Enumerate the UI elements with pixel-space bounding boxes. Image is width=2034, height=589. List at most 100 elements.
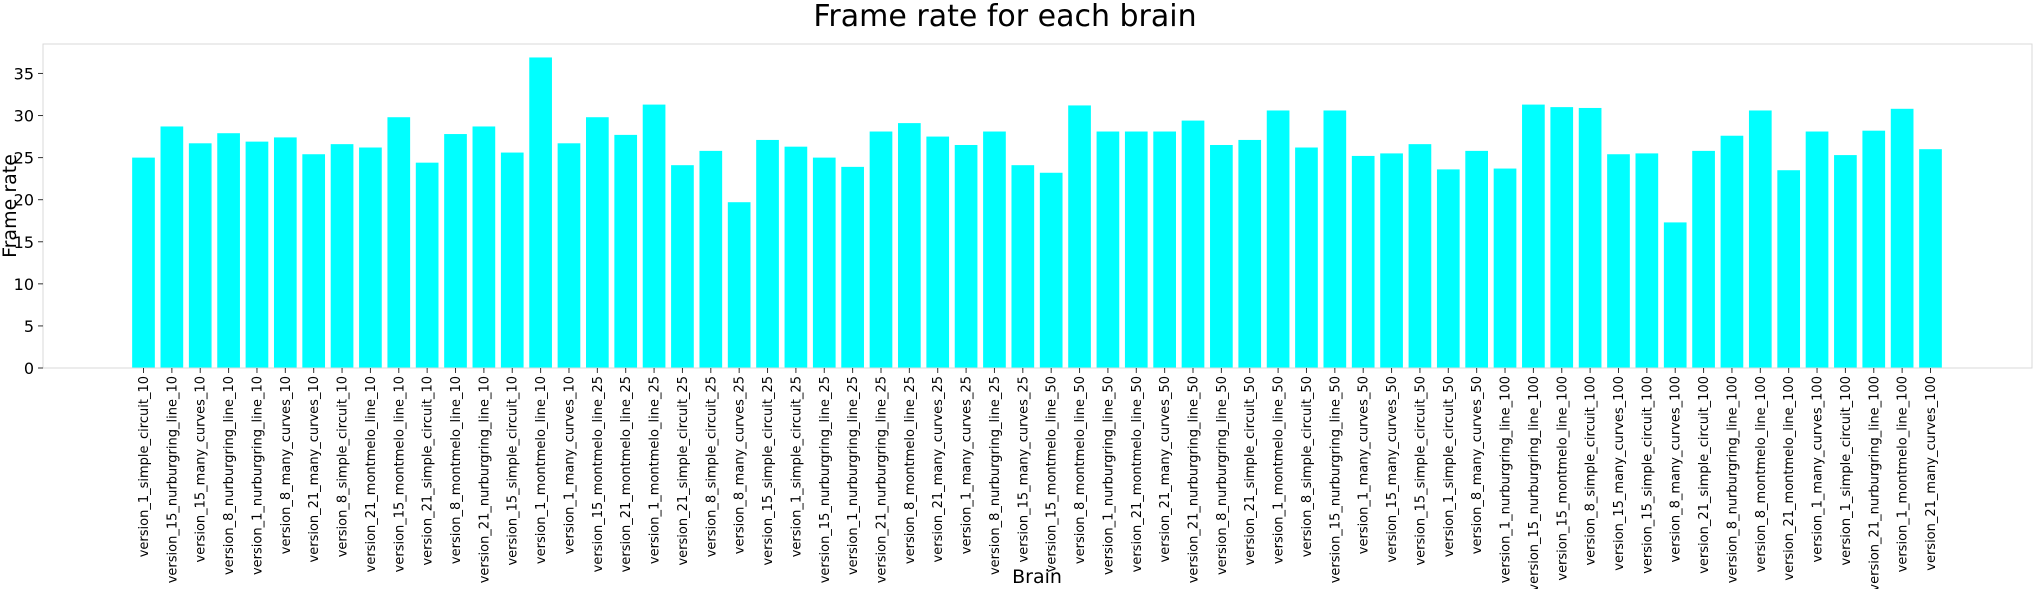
bar [472, 126, 496, 368]
bar [1777, 170, 1801, 368]
bar [841, 166, 864, 368]
x-tick-label: version_15_montmelo_line_25 [591, 376, 606, 572]
plot-border [42, 43, 2033, 369]
x-tick-label: version_15_many_curves_50 [1385, 376, 1400, 562]
bar [1550, 107, 1574, 369]
x-axis-label: Brain [1012, 566, 1062, 588]
bar [1295, 147, 1318, 368]
bar [1919, 149, 1942, 368]
x-tick-label: version_21_nurburgring_line_50 [1187, 376, 1202, 583]
bar [1862, 130, 1886, 368]
y-tick-label: 35 [14, 64, 34, 83]
x-tick-label: version_8_many_curves_50 [1470, 376, 1485, 554]
x-tick-label: version_8_simple_circuit_10 [336, 376, 351, 557]
y-tick-label: 0 [24, 359, 34, 378]
bar [132, 157, 155, 368]
bar [273, 137, 297, 368]
bar [954, 144, 978, 368]
bar [415, 162, 439, 368]
x-tick-label: version_8_montmelo_line_100 [1754, 376, 1769, 572]
bar [1238, 139, 1262, 368]
x-tick-label: version_1_montmelo_line_10 [534, 376, 549, 564]
x-tick-label: version_1_montmelo_line_50 [1272, 376, 1287, 564]
x-tick-label: version_8_nurburgring_line_100 [1725, 376, 1740, 583]
bar [1522, 104, 1545, 368]
x-tick-label: version_21_nurburgring_line_10 [477, 376, 492, 583]
x-tick-label: version_8_montmelo_line_25 [903, 376, 918, 564]
y-tick-label: 20 [14, 191, 34, 210]
x-tick-label: version_15_montmelo_line_10 [392, 376, 407, 572]
bars-group [132, 57, 1942, 369]
bar [1011, 165, 1035, 368]
y-axis-label: Frame rate [0, 154, 21, 258]
bar [784, 146, 808, 368]
x-tick-label: version_21_simple_circuit_25 [676, 376, 691, 566]
bar [1323, 110, 1347, 368]
x-tick-label: version_15_many_curves_25 [1016, 376, 1031, 562]
x-tick-label: version_21_many_curves_10 [307, 376, 322, 562]
x-tick-label: version_1_nurburgring_line_50 [1101, 376, 1116, 575]
x-tick-label: version_15_nurburgring_line_100 [1527, 376, 1542, 589]
bar [1834, 155, 1857, 368]
bar [330, 144, 354, 368]
x-tick-label: version_15_simple_circuit_100 [1640, 376, 1655, 574]
bar [869, 131, 893, 368]
y-tick-label: 10 [14, 275, 34, 294]
x-tick-label: version_1_simple_circuit_25 [789, 376, 804, 557]
bar [1096, 131, 1120, 368]
bar [1720, 135, 1744, 368]
x-tick-label: version_21_many_curves_100 [1924, 376, 1939, 571]
bar [188, 143, 212, 368]
bar [1266, 110, 1290, 368]
x-tick-label: version_1_many_curves_25 [960, 376, 975, 554]
x-tick-label: version_21_montmelo_line_25 [619, 376, 634, 572]
x-tick-label: version_15_simple_circuit_25 [761, 376, 776, 566]
bar [1607, 154, 1630, 368]
y-tick-label: 15 [14, 233, 34, 252]
x-tick-label: version_1_many_curves_10 [562, 376, 577, 554]
x-tick-label: version_8_nurburgring_line_25 [988, 376, 1003, 575]
x-tick-label: version_15_simple_circuit_50 [1413, 376, 1428, 566]
x-tick-label: version_15_nurburgring_line_50 [1328, 376, 1343, 583]
x-tick-label: version_1_simple_circuit_50 [1442, 376, 1457, 557]
x-tick-label: version_1_nurburgring_line_10 [250, 376, 265, 575]
x-tick-label: version_21_simple_circuit_50 [1243, 376, 1258, 566]
x-tick-label: version_15_nurburgring_line_10 [165, 376, 180, 583]
bar [812, 157, 836, 368]
bar [699, 150, 723, 368]
bar [160, 126, 184, 368]
bar [1805, 131, 1829, 368]
x-tick-label: version_1_montmelo_line_25 [648, 376, 663, 564]
bar [1039, 172, 1063, 368]
bar [387, 117, 411, 368]
bar [642, 104, 666, 368]
x-tick-label: version_21_montmelo_line_100 [1782, 376, 1797, 581]
x-tick-label: version_1_simple_circuit_10 [137, 376, 152, 557]
x-tick-label: version_21_montmelo_line_10 [364, 376, 379, 572]
bar [217, 133, 240, 368]
bar [614, 134, 638, 368]
bar [444, 134, 467, 368]
bar [727, 202, 751, 368]
x-tick-label: version_8_nurburgring_line_50 [1215, 376, 1230, 575]
x-tick-label: version_15_montmelo_line_100 [1555, 376, 1570, 581]
y-axis-ticks: 0 5 10 15 20 25 30 35 [14, 64, 43, 378]
bar [1351, 155, 1375, 368]
bar [1578, 107, 1602, 369]
y-tick-label: 30 [14, 107, 34, 126]
x-tick-label: version_15_simple_circuit_10 [506, 376, 521, 566]
x-tick-label: version_1_nurburgring_line_100 [1499, 376, 1514, 583]
bar [245, 141, 269, 368]
bar [1692, 150, 1715, 368]
x-tick-label: version_1_simple_circuit_100 [1839, 376, 1854, 566]
bar [1493, 168, 1517, 368]
x-tick-label: version_8_nurburgring_line_10 [222, 376, 237, 575]
bar [1380, 153, 1403, 368]
x-tick-label: version_21_many_curves_50 [1158, 376, 1173, 562]
bar [1465, 150, 1488, 368]
bar [671, 165, 694, 368]
x-axis-ticks: version_1_simple_circuit_10 version_15_nu… [137, 368, 1939, 589]
x-tick-label: version_8_simple_circuit_50 [1300, 376, 1315, 557]
x-tick-label: version_15_many_curves_10 [194, 376, 209, 562]
